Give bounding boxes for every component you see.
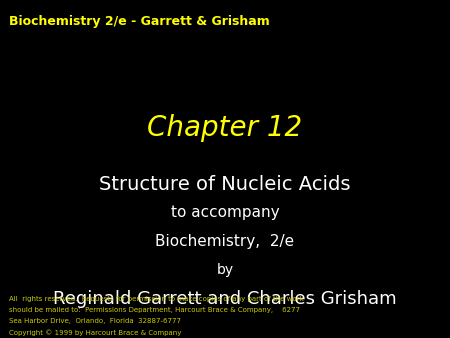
Text: Copyright © 1999 by Harcourt Brace & Company: Copyright © 1999 by Harcourt Brace & Com… (9, 329, 181, 336)
Text: Structure of Nucleic Acids: Structure of Nucleic Acids (99, 175, 351, 194)
Text: to accompany: to accompany (171, 206, 279, 220)
Text: should be mailed to:  Permissions Department, Harcourt Brace & Company,    6277: should be mailed to: Permissions Departm… (9, 307, 300, 313)
Text: by: by (216, 263, 234, 277)
Text: Chapter 12: Chapter 12 (148, 115, 302, 142)
Text: Biochemistry 2/e - Garrett & Grisham: Biochemistry 2/e - Garrett & Grisham (9, 15, 270, 28)
Text: All  rights reserved.  Requests for permission to make copies of any part of the: All rights reserved. Requests for permis… (9, 296, 304, 302)
Text: Sea Harbor Drive,  Orlando,  Florida  32887-6777: Sea Harbor Drive, Orlando, Florida 32887… (9, 318, 181, 324)
Text: Reginald Garrett and Charles Grisham: Reginald Garrett and Charles Grisham (53, 290, 397, 308)
Text: Biochemistry,  2/e: Biochemistry, 2/e (155, 234, 295, 249)
